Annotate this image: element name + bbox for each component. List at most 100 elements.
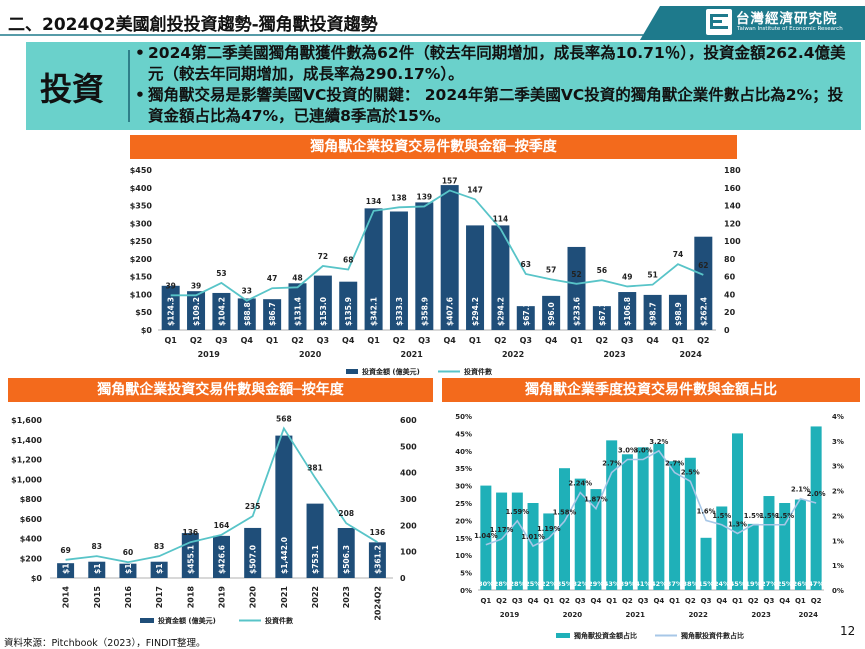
y-left-tick-label: $350 bbox=[130, 202, 153, 211]
section-label: 投資 bbox=[40, 70, 105, 108]
bar bbox=[288, 283, 307, 330]
line-value-label: 381 bbox=[307, 464, 323, 473]
bar bbox=[700, 537, 712, 590]
line-value-label: 48 bbox=[292, 273, 302, 282]
line-value-label: 147 bbox=[467, 185, 483, 194]
bullet-item: • 獨角獸交易是影響美國VC投資的關鍵： 2024年第二季美國VC投資的獨角獸企業… bbox=[135, 86, 844, 125]
bar bbox=[543, 513, 555, 590]
line-value-label: 3.0% bbox=[618, 447, 637, 455]
x-year-label: 2022 bbox=[688, 611, 708, 619]
bar-value-label: $86.7 bbox=[268, 302, 277, 326]
y-left-tick-label: $1,000 bbox=[11, 475, 42, 484]
x-tick-label: Q2 bbox=[697, 336, 709, 345]
x-tick-label: Q4 bbox=[443, 336, 456, 345]
line-value-label: 1.87% bbox=[584, 496, 608, 504]
line-value-label: 2.24% bbox=[568, 480, 592, 488]
bar-value-label: 22% bbox=[541, 580, 557, 588]
x-tick-label: Q3 bbox=[317, 336, 329, 345]
x-tick-label: Q2 bbox=[494, 336, 506, 345]
bar bbox=[244, 527, 262, 578]
bar bbox=[747, 523, 759, 590]
y-right-tick-label: 2% bbox=[832, 512, 844, 520]
x-tick-label: 2023 bbox=[342, 586, 351, 608]
bar bbox=[88, 561, 106, 578]
header-band bbox=[0, 6, 865, 42]
x-tick-label: Q2 bbox=[291, 336, 303, 345]
line-value-label: 56 bbox=[597, 266, 607, 275]
bar-value-label: $233.6 bbox=[573, 297, 582, 326]
y-right-tick-label: 4% bbox=[832, 413, 844, 421]
x-tick-label: Q2 bbox=[559, 597, 570, 605]
x-year-label: 2019 bbox=[500, 611, 520, 619]
line-value-label: 164 bbox=[214, 521, 230, 530]
line-value-label: 1.3% bbox=[728, 520, 747, 528]
line-value-label: 114 bbox=[493, 215, 509, 224]
x-tick-label: Q3 bbox=[701, 597, 712, 605]
legend-bar-swatch bbox=[140, 618, 154, 623]
bar-value-label: 15% bbox=[698, 580, 714, 588]
bar-value-label: 47% bbox=[808, 580, 824, 588]
bar bbox=[669, 461, 681, 590]
y-left-tick-label: $600 bbox=[20, 515, 43, 524]
bar bbox=[440, 185, 459, 330]
line-value-label: 1.59% bbox=[506, 508, 530, 516]
bar-value-label: 38% bbox=[683, 580, 699, 588]
x-tick-label: Q2 bbox=[622, 597, 633, 605]
bar bbox=[637, 447, 649, 590]
bar-value-label: $67.1 bbox=[522, 302, 531, 326]
x-tick-label: Q1 bbox=[672, 336, 685, 345]
bar bbox=[150, 561, 168, 578]
header: 二、2024Q2美國創投投資趨勢-獨角獸投資趨勢 台灣經濟研究院 Taiwan … bbox=[0, 0, 865, 42]
page-title: 二、2024Q2美國創投投資趨勢-獨角獸投資趨勢 bbox=[8, 15, 378, 35]
bar-value-label: 26% bbox=[793, 580, 809, 588]
bullet-item: • 2024第二季美國獨角獸獲件數為62件（較去年同期增加，成長率為10.71％）… bbox=[135, 44, 846, 83]
line-value-label: 60 bbox=[123, 548, 133, 557]
bar-value-label: $135.9 bbox=[344, 297, 353, 326]
line-value-label: 136 bbox=[370, 528, 386, 537]
bar-value-label: 39% bbox=[620, 580, 636, 588]
y-left-tick-label: $0 bbox=[141, 326, 153, 335]
bar-value-label: $455.1 bbox=[186, 545, 195, 574]
bar-value-label: $1 bbox=[124, 564, 133, 574]
y-right-tick-label: 140 bbox=[724, 202, 741, 211]
bar-value-label: $333.3 bbox=[395, 297, 404, 326]
bar-value-label: $104.2 bbox=[217, 297, 226, 326]
x-tick-label: 2015 bbox=[93, 586, 102, 609]
line-value-label: 1.58% bbox=[553, 508, 577, 516]
bar-value-label: 25% bbox=[777, 580, 793, 588]
x-tick-label: Q4 bbox=[653, 597, 664, 605]
y-left-tick-label: 20% bbox=[455, 517, 472, 525]
y-left-tick-label: 5% bbox=[460, 570, 472, 578]
line-value-label: 157 bbox=[442, 176, 458, 185]
y-right-tick-label: 1% bbox=[832, 562, 844, 570]
bar-value-label: $1 bbox=[62, 564, 71, 574]
line-value-label: 136 bbox=[182, 528, 198, 537]
bar-value-label: 45% bbox=[730, 580, 746, 588]
bar-value-label: $407.6 bbox=[446, 297, 455, 326]
line-value-label: 1.5% bbox=[712, 512, 731, 520]
x-tick-label: Q4 bbox=[342, 336, 355, 345]
x-tick-label: Q2 bbox=[748, 597, 759, 605]
y-right-tick-label: 0% bbox=[832, 587, 844, 595]
x-year-label: 2021 bbox=[401, 350, 424, 359]
bullet-list: • 2024第二季美國獨角獸獲件數為62件（較去年同期增加，成長率為10.71％）… bbox=[130, 43, 858, 127]
bar bbox=[716, 506, 728, 590]
line-value-label: 53 bbox=[216, 269, 226, 278]
x-tick-label: Q3 bbox=[215, 336, 227, 345]
logo-chinese-name: 台灣經濟研究院 bbox=[736, 11, 838, 27]
x-tick-label: Q1 bbox=[669, 597, 680, 605]
bar bbox=[491, 225, 510, 330]
y-left-tick-label: $100 bbox=[130, 290, 153, 299]
legend-bar-swatch bbox=[346, 369, 358, 374]
bar-value-label: $67.1 bbox=[598, 302, 607, 326]
line-value-label: 1.04% bbox=[474, 532, 498, 540]
y-right-tick-label: 1% bbox=[832, 537, 844, 545]
y-left-tick-label: 30% bbox=[455, 483, 472, 491]
line-value-label: 1.5% bbox=[744, 512, 763, 520]
x-tick-label: 2017 bbox=[155, 586, 164, 608]
line-value-label: 72 bbox=[318, 252, 328, 261]
x-tick-label: Q2 bbox=[190, 336, 202, 345]
bar bbox=[668, 294, 687, 330]
bar bbox=[57, 563, 75, 578]
